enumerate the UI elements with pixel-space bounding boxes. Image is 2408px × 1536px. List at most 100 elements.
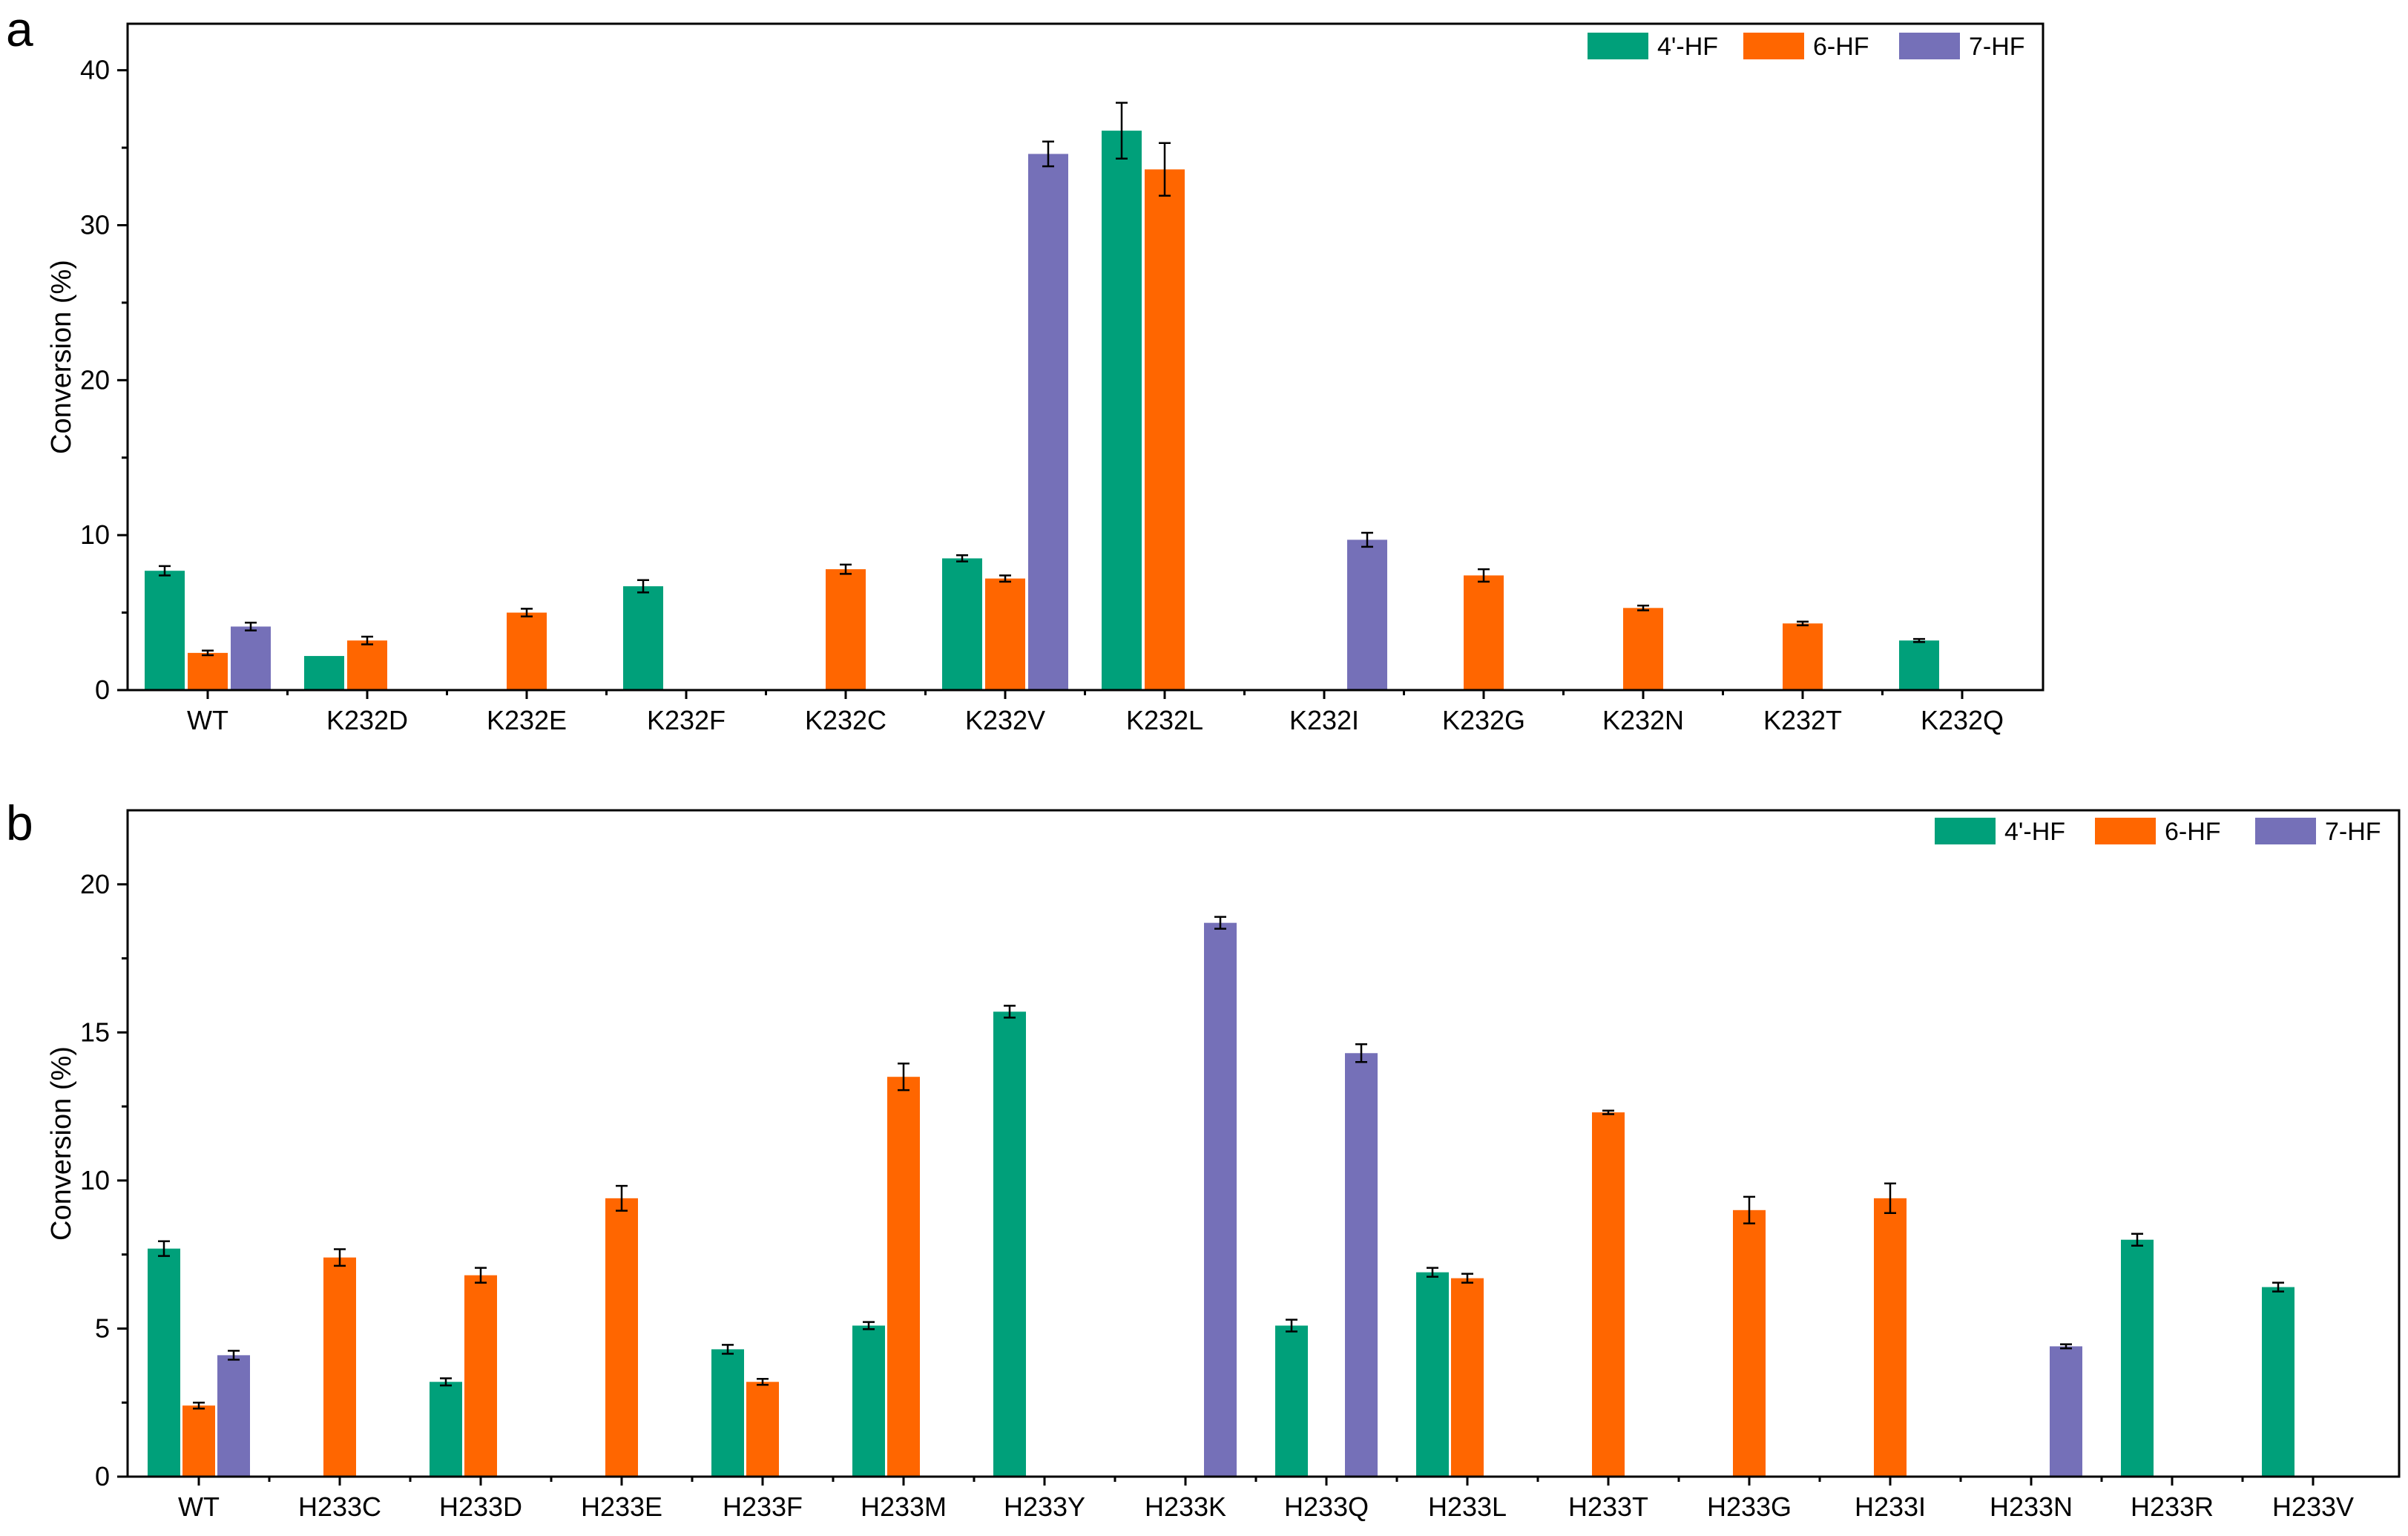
error-bar-4-hf-h233v bbox=[2272, 1281, 2284, 1293]
bar-6-hf-h233f bbox=[746, 1382, 779, 1477]
error-bar-4-hf-k232l bbox=[1116, 102, 1128, 160]
error-bar-4-hf-h233l bbox=[1427, 1267, 1438, 1278]
bar-6-hf-h233i bbox=[1874, 1198, 1907, 1477]
x-tick-label-wt: WT bbox=[187, 705, 228, 735]
y-tick-label: 30 bbox=[80, 209, 110, 240]
bar-4-hf-h233r bbox=[2121, 1239, 2154, 1477]
panel-b-error-bars bbox=[158, 916, 2284, 1410]
error-bar-6-hf-k232e bbox=[521, 608, 533, 618]
x-tick-label-h233d: H233D bbox=[439, 1491, 522, 1522]
x-tick-label-h233g: H233G bbox=[1707, 1491, 1792, 1522]
error-bar-7-hf-k232v bbox=[1042, 140, 1054, 168]
error-bar-4-hf-h233m bbox=[863, 1321, 875, 1330]
error-bar-4-hf-h233f bbox=[722, 1344, 734, 1355]
bar-7-hf-wt bbox=[231, 626, 271, 690]
error-bar-4-hf-k232f bbox=[637, 579, 649, 594]
panel-b-legend: 4'-HF 6-HF 7-HF bbox=[1935, 818, 2381, 846]
error-bar-4-hf-k232q bbox=[1913, 637, 1925, 643]
error-bar-6-hf-h233i bbox=[1884, 1182, 1896, 1215]
error-bar-6-hf-k232l bbox=[1159, 142, 1171, 197]
panel-a-error-bars bbox=[159, 102, 1925, 657]
bar-4-hf-h233f bbox=[711, 1349, 744, 1477]
y-tick-label: 10 bbox=[80, 519, 110, 550]
x-tick-label-h233v: H233V bbox=[2272, 1491, 2354, 1522]
error-bar-6-hf-k232t bbox=[1797, 620, 1809, 626]
bar-7-hf-wt bbox=[217, 1355, 250, 1477]
error-bar-6-hf-wt bbox=[202, 649, 214, 657]
legend-label-4-hf: 4'-HF bbox=[2004, 818, 2065, 846]
bar-6-hf-k232e bbox=[507, 612, 547, 690]
bar-4-hf-k232d bbox=[304, 656, 344, 690]
y-tick-label: 0 bbox=[95, 1461, 110, 1491]
panel-b-y-axis-title: Conversion (%) bbox=[46, 1046, 77, 1241]
legend-label-4-hf: 4'-HF bbox=[1657, 33, 1718, 61]
error-bar-7-hf-k232i bbox=[1361, 531, 1373, 548]
legend-label-7-hf: 7-HF bbox=[2325, 818, 2381, 846]
x-tick-label-h233i: H233I bbox=[1855, 1491, 1926, 1522]
bar-4-hf-h233q bbox=[1275, 1325, 1308, 1477]
x-tick-label-h233t: H233T bbox=[1568, 1491, 1648, 1522]
bar-7-hf-h233q bbox=[1345, 1053, 1378, 1477]
bar-4-hf-wt bbox=[145, 571, 185, 690]
bar-4-hf-h233m bbox=[852, 1325, 885, 1477]
panel-b-letter: b bbox=[6, 795, 33, 850]
bar-6-hf-h233e bbox=[605, 1198, 638, 1477]
bar-4-hf-k232l bbox=[1102, 131, 1142, 691]
bar-6-hf-wt bbox=[188, 652, 228, 690]
error-bar-6-hf-h233f bbox=[757, 1378, 769, 1386]
bar-6-hf-k232l bbox=[1145, 169, 1185, 690]
bar-6-hf-k232v bbox=[985, 578, 1025, 690]
x-tick-label-k232v: K232V bbox=[965, 705, 1045, 735]
bar-7-hf-h233n bbox=[2050, 1346, 2082, 1477]
panel-a: a 0 10 20 30 40 WT K232D K232E K232F K232C K232V K… bbox=[6, 1, 2045, 735]
error-bar-7-hf-wt bbox=[228, 1350, 240, 1361]
legend-label-6-hf: 6-HF bbox=[2165, 818, 2221, 846]
bar-6-hf-k232c bbox=[826, 569, 866, 690]
panel-a-y-axis: 0 10 20 30 40 bbox=[80, 55, 128, 705]
panel-a-x-axis: WT K232D K232E K232F K232C K232V K232L K232I K23… bbox=[187, 690, 2004, 735]
error-bar-4-hf-wt bbox=[158, 1240, 170, 1257]
bar-4-hf-k232v bbox=[942, 558, 982, 690]
x-tick-label-k232l: K232L bbox=[1126, 705, 1203, 735]
bar-6-hf-h233c bbox=[323, 1257, 356, 1477]
x-tick-label-h233l: H233L bbox=[1428, 1491, 1507, 1522]
bar-6-hf-h233d bbox=[464, 1275, 497, 1477]
error-bar-6-hf-k232n bbox=[1637, 604, 1649, 611]
bar-6-hf-k232g bbox=[1464, 575, 1504, 690]
x-tick-label-k232e: K232E bbox=[487, 705, 567, 735]
bar-4-hf-h233y bbox=[993, 1011, 1026, 1477]
x-tick-label-h233k: H233K bbox=[1145, 1491, 1226, 1522]
legend-label-7-hf: 7-HF bbox=[1969, 33, 2025, 61]
bar-7-hf-h233k bbox=[1204, 922, 1237, 1477]
x-tick-label-k232t: K232T bbox=[1763, 705, 1842, 735]
panel-a-letter: a bbox=[6, 1, 33, 56]
panel-b-y-axis: 0 5 10 15 20 bbox=[80, 869, 128, 1491]
legend-swatch-4-hf bbox=[1935, 818, 1996, 844]
y-tick-label: 20 bbox=[80, 869, 110, 899]
bar-4-hf-h233d bbox=[430, 1382, 462, 1477]
y-tick-label: 0 bbox=[95, 675, 110, 705]
x-tick-label-wt: WT bbox=[178, 1491, 220, 1522]
panel-b-bars bbox=[148, 922, 2294, 1477]
bar-4-hf-h233v bbox=[2262, 1287, 2294, 1477]
bar-6-hf-h233g bbox=[1733, 1210, 1766, 1477]
legend-swatch-4-hf bbox=[1588, 33, 1648, 59]
bar-7-hf-k232i bbox=[1347, 539, 1387, 690]
x-tick-label-h233m: H233M bbox=[861, 1491, 947, 1522]
error-bar-7-hf-h233k bbox=[1214, 916, 1226, 930]
legend-swatch-6-hf bbox=[1743, 33, 1804, 59]
panel-a-bars bbox=[145, 131, 1939, 691]
panel-b-x-axis: WT H233C H233D H233E H233F H233M H233Y H233K H23… bbox=[178, 1477, 2354, 1522]
error-bar-6-hf-h233l bbox=[1461, 1273, 1473, 1284]
panel-b: b 0 5 10 15 20 WT H233C H233D H233E H233F H233M H2… bbox=[6, 795, 2401, 1522]
y-tick-label: 5 bbox=[95, 1313, 110, 1343]
bar-4-hf-k232q bbox=[1899, 640, 1939, 690]
error-bar-6-hf-k232c bbox=[840, 563, 852, 575]
error-bar-6-hf-wt bbox=[193, 1401, 205, 1410]
panel-b-plot-frame bbox=[126, 809, 2401, 1478]
error-bar-6-hf-h233d bbox=[475, 1267, 487, 1284]
panel-a-plot-frame bbox=[126, 22, 2045, 692]
bar-4-hf-k232f bbox=[623, 586, 663, 690]
error-bar-6-hf-h233e bbox=[616, 1184, 628, 1212]
bar-6-hf-h233m bbox=[887, 1077, 920, 1477]
